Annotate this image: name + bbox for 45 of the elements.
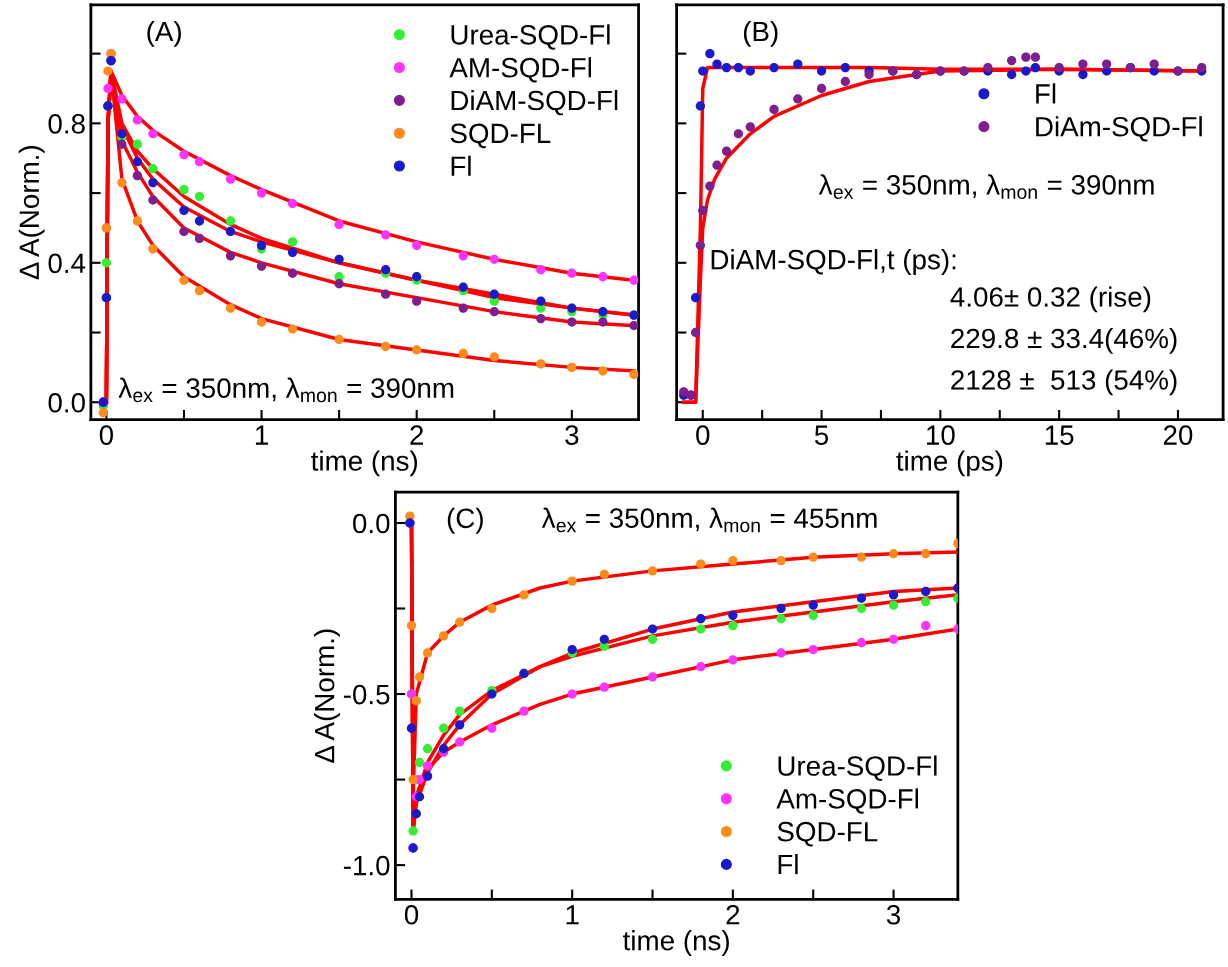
legend-label: DiAM-SQD-Fl [451, 89, 618, 116]
x-tick-label: 5 [814, 425, 829, 445]
legend-label: DiAm-SQD-Fl [1036, 116, 1202, 142]
x-axis-title: time (ps) [896, 450, 1003, 477]
y-tick-label: -0.5 [343, 684, 390, 705]
x-tick-label: 2 [726, 904, 740, 925]
x-tick-label: 2 [410, 425, 424, 445]
annotation: 4.06± 0.32 (rise) [950, 286, 1151, 313]
legend-label: SQD-FL [777, 821, 878, 847]
legend-label: Fl [451, 155, 471, 176]
annotation: 2128 ± 513 (54%) [951, 369, 1177, 396]
x-tick-label: 20 [1163, 425, 1193, 445]
y-tick-label: 0.0 [353, 513, 390, 534]
legend-label: Am-SQD-Fl [776, 788, 918, 814]
annotation: DiAM-SQD-Fl,t (ps): [711, 249, 956, 275]
x-tick-label: 0 [404, 904, 419, 925]
legend-label: Urea-SQD-Fl [778, 755, 937, 781]
legend-label: Urea-SQD-Fl [451, 24, 610, 50]
x-tick-label: 10 [927, 425, 955, 445]
annotation: 229.8 ± 33.4(46%) [951, 327, 1177, 354]
annotation: λ$_{ex}$ = 350nm, λ$_{mon}$ = 455nm [541, 507, 877, 533]
annotation: (C) [447, 507, 483, 534]
annotation: λ$_{ex}$ = 350nm, λ$_{mon}$ = 390nm [818, 174, 1154, 199]
x-tick-label: 0 [696, 425, 710, 445]
x-tick-label: 1 [566, 905, 579, 925]
x-axis-title: time (ns) [311, 450, 418, 477]
y-tick-label: -1.0 [343, 855, 390, 876]
y-tick-label: 0.4 [48, 253, 86, 274]
x-tick-label: 1 [255, 425, 268, 445]
y-tick-label: 0.8 [48, 114, 85, 134]
x-tick-label: 15 [1045, 425, 1074, 445]
annotation: λ$_{ex}$ = 350nm, λ$_{mon}$ = 390nm [118, 377, 454, 403]
legend-label: SQD-FL [450, 123, 551, 149]
y-axis-title: Δ A(Norm.) [18, 146, 45, 280]
legend-label: Fl [778, 853, 798, 875]
y-axis-title: Δ A(Norm.) [314, 629, 340, 763]
legend-label: Fl [1036, 83, 1056, 104]
x-axis-title: time (ns) [623, 930, 729, 956]
x-tick-label: 0 [99, 425, 114, 445]
x-tick-label: 3 [565, 425, 579, 445]
x-tick-label: 3 [886, 904, 901, 925]
annotation: (A) [147, 20, 181, 47]
legend-label: AM-SQD-Fl [449, 57, 592, 83]
annotation: (B) [743, 20, 778, 47]
y-tick-label: 0.0 [48, 392, 85, 413]
